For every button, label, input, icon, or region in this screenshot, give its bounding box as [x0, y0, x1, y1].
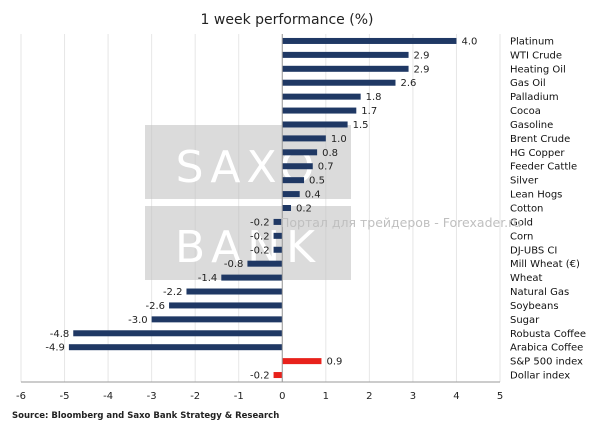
- x-tick-label: 2: [366, 391, 372, 402]
- bar: [151, 316, 283, 323]
- data-label: 0.4: [305, 190, 321, 201]
- bars: [68, 37, 457, 379]
- data-label: 1.8: [366, 92, 382, 103]
- bar: [282, 107, 357, 114]
- data-label: 1.0: [331, 134, 347, 145]
- x-tick-label: -1: [234, 391, 244, 402]
- x-tick-label: 4: [453, 391, 459, 402]
- category-label: Platinum: [510, 36, 554, 47]
- watermark-bank-text: BANK: [175, 222, 321, 273]
- category-label: Lean Hogs: [510, 190, 562, 201]
- bar: [247, 260, 283, 267]
- axes: [21, 34, 500, 383]
- bar: [273, 218, 283, 225]
- bar: [282, 205, 291, 211]
- data-label: -2.6: [146, 301, 166, 312]
- bar: [282, 177, 305, 184]
- data-label: -0.8: [224, 259, 244, 270]
- bar: [282, 93, 361, 100]
- saxo-bank-watermark: SAXO BANK: [145, 125, 351, 280]
- data-label: -0.2: [250, 371, 270, 382]
- data-label: -0.2: [250, 231, 270, 242]
- x-tick-label: 5: [497, 391, 503, 402]
- bar: [282, 65, 409, 72]
- x-tick-label: -2: [190, 391, 200, 402]
- category-label: Mill Wheat (€): [510, 259, 580, 270]
- x-tick-label: 1: [323, 391, 329, 402]
- chart-title: 1 week performance (%): [201, 12, 374, 28]
- x-tick-label: -3: [147, 391, 157, 402]
- x-tick-label: 3: [410, 391, 416, 402]
- category-label: Soybeans: [510, 301, 559, 312]
- data-label: 0.7: [318, 162, 334, 173]
- category-label: Gas Oil: [510, 78, 546, 89]
- category-label: Sugar: [510, 315, 540, 326]
- bar: [169, 302, 283, 309]
- category-labels: Platinum WTI Crude Heating Oil Gas Oil Palla…: [510, 36, 586, 381]
- category-label: Natural Gas: [510, 287, 569, 298]
- data-label: 4.0: [461, 36, 477, 47]
- data-label: -2.2: [163, 287, 183, 298]
- category-label: Brent Crude: [510, 134, 570, 145]
- category-label: Wheat: [510, 273, 543, 284]
- category-label: S&P 500 index: [510, 357, 583, 368]
- bar: [282, 121, 348, 128]
- data-label: -1.4: [198, 273, 218, 284]
- data-label: 1.5: [353, 120, 369, 131]
- bar: [282, 358, 322, 365]
- data-label: 0.2: [296, 204, 312, 215]
- bar: [282, 191, 300, 198]
- category-label: Silver: [510, 176, 539, 187]
- category-label: Cocoa: [510, 106, 541, 117]
- data-label: 2.9: [414, 64, 430, 75]
- category-label: Heating Oil: [510, 64, 566, 75]
- category-label: Palladium: [510, 92, 559, 103]
- category-label: Dollar index: [510, 371, 570, 382]
- bar: [68, 344, 283, 351]
- category-label: Arabica Coffee: [510, 343, 583, 354]
- bar: [221, 274, 283, 281]
- bar: [282, 135, 326, 142]
- category-label: Cotton: [510, 204, 543, 215]
- data-labels: 4.0 2.9 2.9 2.6 1.8 1.7 1.5 1.0 0.8 0.7 0.5 0.4 0.2 -…: [45, 36, 477, 381]
- bar: [282, 51, 409, 58]
- bar: [282, 79, 396, 86]
- bar: [273, 372, 283, 379]
- data-label: -0.2: [250, 217, 270, 228]
- category-label: Gasoline: [510, 120, 553, 131]
- watermark-box-bottom: [145, 206, 351, 280]
- watermark-portal-text: Портал для трейдеров - Forexader.ru: [280, 215, 521, 230]
- data-label: 0.5: [309, 176, 325, 187]
- category-label: Corn: [510, 231, 533, 242]
- data-label: 0.9: [326, 357, 342, 368]
- data-label: 1.7: [361, 106, 377, 117]
- bar: [186, 288, 283, 295]
- x-tick-labels: -6 -5 -4 -3 -2 -1 0 1 2 3 4 5: [16, 391, 503, 402]
- category-label: Robusta Coffee: [510, 329, 586, 340]
- data-label: -4.9: [45, 343, 65, 354]
- category-label: WTI Crude: [510, 50, 562, 61]
- bar: [282, 163, 313, 170]
- x-tick-label: -5: [60, 391, 70, 402]
- source-note: Source: Bloomberg and Saxo Bank Strategy…: [12, 411, 279, 421]
- data-label: 2.6: [400, 78, 416, 89]
- bar: [73, 330, 283, 337]
- x-tick-label: 0: [279, 391, 285, 402]
- data-label: -0.2: [250, 245, 270, 256]
- category-label: Feeder Cattle: [510, 162, 577, 173]
- x-tick-label: -4: [103, 391, 113, 402]
- bar: [282, 37, 457, 44]
- bar: [282, 149, 318, 156]
- category-label: DJ-UBS CI: [510, 245, 557, 256]
- data-label: -4.8: [50, 329, 70, 340]
- category-label: Gold: [510, 217, 533, 228]
- x-tick-label: -6: [16, 391, 26, 402]
- bar: [273, 246, 283, 253]
- data-label: 2.9: [414, 50, 430, 61]
- category-label: HG Copper: [510, 148, 565, 159]
- data-label: -3.0: [128, 315, 148, 326]
- bar: [273, 232, 283, 239]
- data-label: 0.8: [322, 148, 338, 159]
